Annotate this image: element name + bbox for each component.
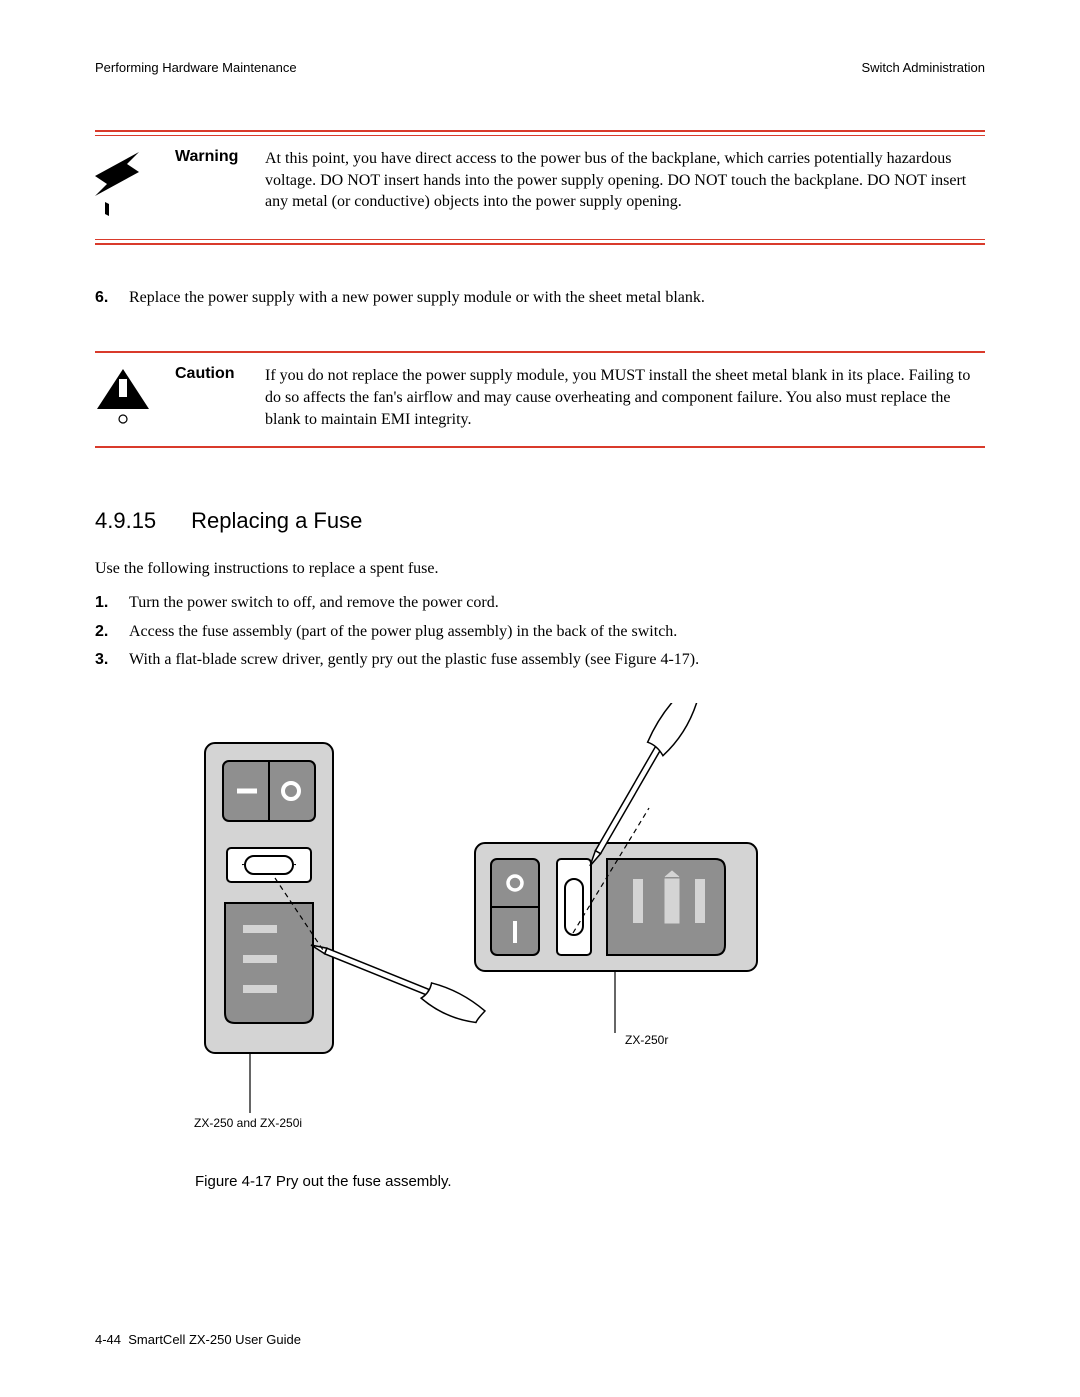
step-6: 6. Replace the power supply with a new p… [95,287,985,309]
warning-block: Warning At this point, you have direct a… [95,148,985,227]
header-left: Performing Hardware Maintenance [95,60,297,75]
ordered-steps: 1. Turn the power switch to off, and rem… [95,591,985,673]
caution-label: Caution [175,365,245,434]
warning-label: Warning [175,148,245,227]
warning-rule-top [95,130,985,136]
section-number: 4.9.15 [95,508,185,534]
step-number: 1. [95,591,117,616]
warning-icon [95,148,155,227]
figure-4-17: ZX-250 and ZX-250i ZX-250r [95,703,985,1173]
caution-rule-top [95,351,985,353]
page-footer: 4-44 SmartCell ZX-250 User Guide [95,1332,301,1347]
figure-caption: Figure 4-17 Pry out the fuse assembly. [95,1173,985,1190]
caution-rule-bottom [95,446,985,448]
figure-label-right: ZX-250r [625,1033,668,1047]
section-heading: 4.9.15 Replacing a Fuse [95,508,985,534]
doc-title: SmartCell ZX-250 User Guide [128,1332,301,1347]
figure-label-left: ZX-250 and ZX-250i [194,1116,302,1130]
warning-rule-bottom [95,239,985,245]
step-text: Replace the power supply with a new powe… [129,287,705,309]
intro-text: Use the following instructions to replac… [95,558,985,580]
caution-text: If you do not replace the power supply m… [265,365,985,434]
step-text: Turn the power switch to off, and remove… [129,591,499,616]
warning-text: At this point, you have direct access to… [265,148,985,227]
step-number: 3. [95,648,117,673]
step-number: 6. [95,287,117,309]
step-text: With a flat-blade screw driver, gently p… [129,648,699,673]
list-item: 3. With a flat-blade screw driver, gentl… [95,648,985,673]
running-header: Performing Hardware Maintenance Switch A… [95,60,985,75]
caution-icon [95,365,155,434]
step-text: Access the fuse assembly (part of the po… [129,620,677,645]
fuse-diagram-icon [195,703,915,1163]
page-number: 4-44 [95,1332,121,1347]
section-title: Replacing a Fuse [191,508,362,533]
header-right: Switch Administration [861,60,985,75]
list-item: 2. Access the fuse assembly (part of the… [95,620,985,645]
list-item: 1. Turn the power switch to off, and rem… [95,591,985,616]
step-number: 2. [95,620,117,645]
caution-block: Caution If you do not replace the power … [95,365,985,434]
